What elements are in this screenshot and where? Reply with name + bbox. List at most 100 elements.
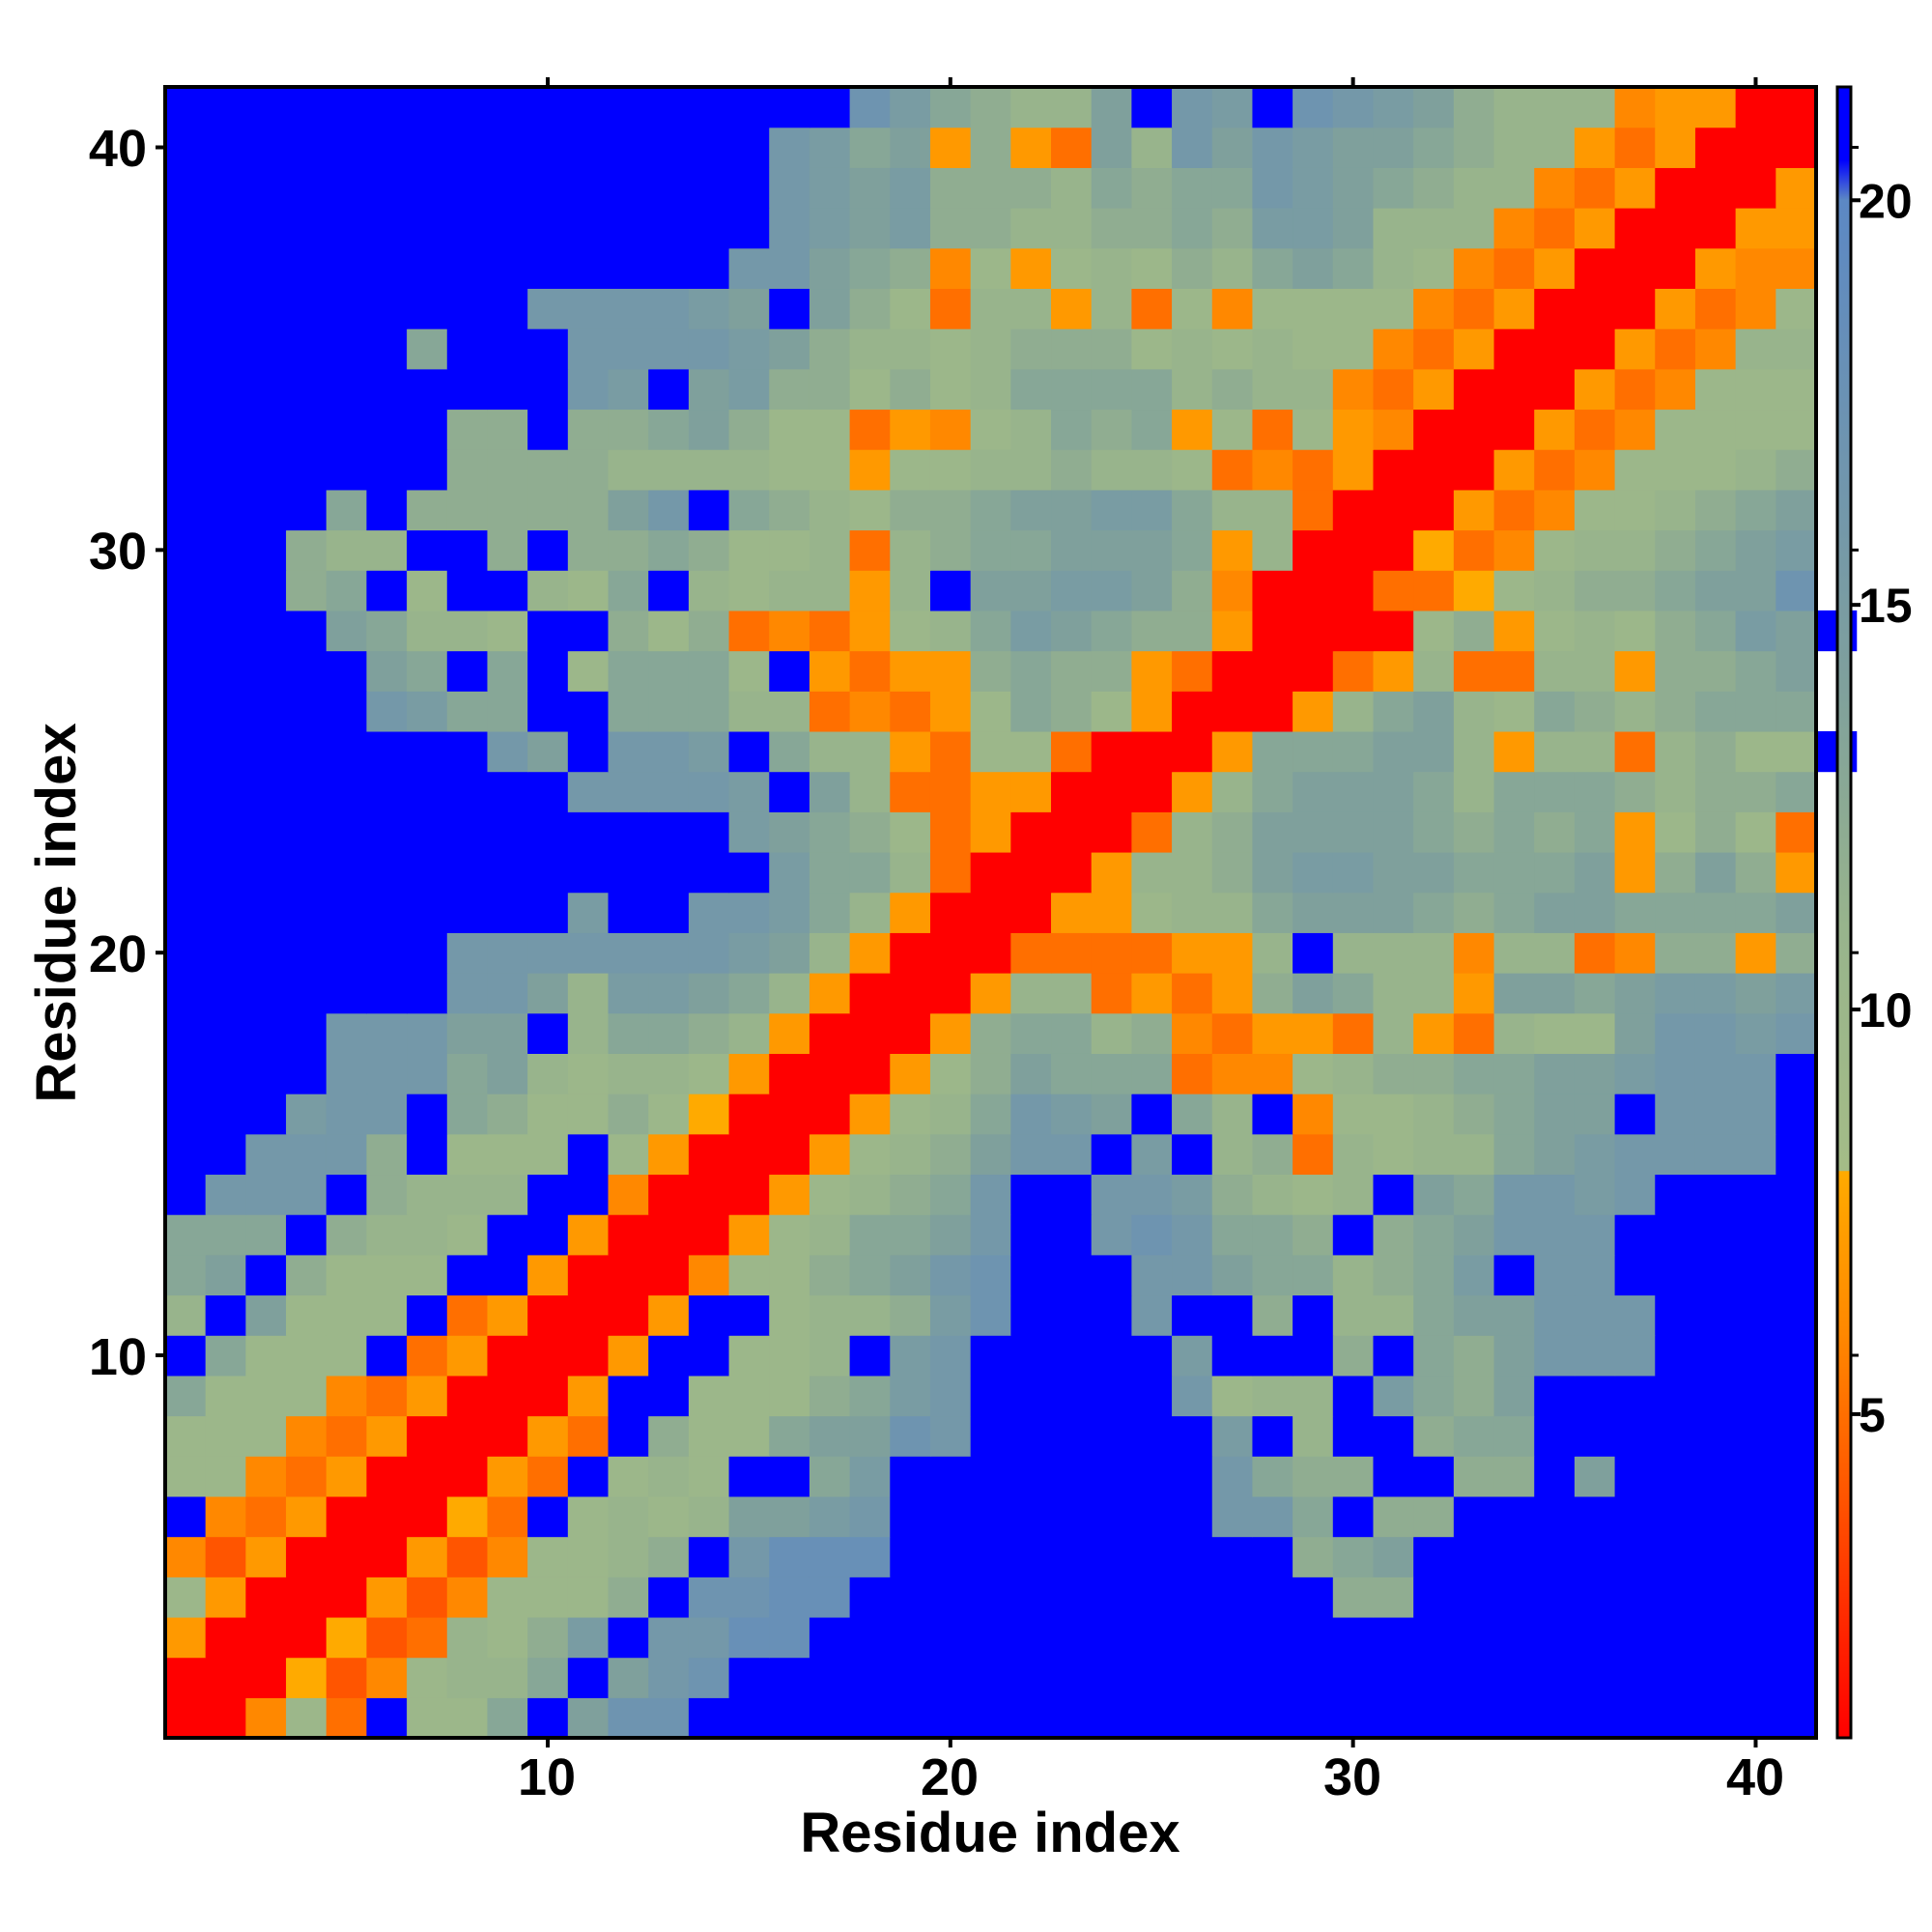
heatmap-cell xyxy=(970,932,1011,974)
heatmap-cell xyxy=(728,1094,770,1135)
heatmap-cell xyxy=(1493,771,1535,812)
heatmap-cell xyxy=(1655,288,1696,329)
heatmap-cell xyxy=(1051,87,1093,128)
x-tick-label: 40 xyxy=(1726,1748,1784,1806)
heatmap-cell xyxy=(1010,1616,1052,1659)
heatmap-cell xyxy=(567,691,610,732)
heatmap-cell xyxy=(1735,208,1776,249)
heatmap-cell xyxy=(487,1214,528,1256)
heatmap-cell xyxy=(407,932,448,974)
heatmap-cell xyxy=(890,1254,931,1296)
heatmap-cell xyxy=(1211,529,1254,571)
heatmap-cell xyxy=(1655,1415,1696,1457)
heatmap-cell xyxy=(446,1012,489,1054)
heatmap-cell xyxy=(929,247,972,290)
heatmap-cell xyxy=(245,973,287,1014)
heatmap-cell xyxy=(1131,368,1173,411)
heatmap-cell xyxy=(809,1536,851,1577)
heatmap-cell xyxy=(1091,691,1132,732)
heatmap-cell xyxy=(1051,1375,1093,1417)
heatmap-cell xyxy=(1453,610,1495,652)
heatmap-cell xyxy=(890,1697,931,1739)
heatmap-cell xyxy=(165,892,207,933)
heatmap-cell xyxy=(688,730,730,773)
heatmap-cell xyxy=(245,851,287,894)
heatmap-cell xyxy=(487,892,528,933)
heatmap-cell xyxy=(245,1012,287,1054)
heatmap-cell xyxy=(849,1254,891,1296)
heatmap-cell xyxy=(567,932,610,974)
heatmap-cell xyxy=(567,247,610,290)
heatmap-cell xyxy=(487,771,528,812)
heatmap-cell xyxy=(809,247,851,290)
heatmap-cell xyxy=(165,730,207,773)
heatmap-cell xyxy=(849,570,891,611)
heatmap-cell xyxy=(1373,247,1414,290)
heatmap-cell xyxy=(1091,811,1132,853)
heatmap-cell xyxy=(1574,1657,1616,1698)
heatmap-cell xyxy=(1293,892,1334,933)
heatmap-cell xyxy=(1413,409,1455,450)
heatmap-cell xyxy=(1574,1415,1616,1457)
heatmap-cell xyxy=(1010,328,1052,370)
heatmap-cell xyxy=(366,1053,408,1094)
heatmap-cell xyxy=(1453,449,1495,491)
heatmap-cell xyxy=(1614,368,1656,411)
heatmap-cell xyxy=(809,1697,851,1739)
heatmap-cell xyxy=(1131,1294,1173,1336)
heatmap-cell xyxy=(165,449,207,491)
heatmap-cell xyxy=(608,1254,649,1296)
heatmap-cell xyxy=(446,1335,489,1377)
heatmap-cell xyxy=(487,368,528,411)
heatmap-cell xyxy=(1694,529,1737,571)
heatmap-cell xyxy=(407,610,448,652)
heatmap-cell xyxy=(970,1577,1011,1618)
heatmap-cell xyxy=(1694,730,1737,773)
heatmap-cell xyxy=(567,368,610,411)
heatmap-cell xyxy=(890,691,931,732)
heatmap-cell xyxy=(1614,529,1656,571)
heatmap-cell xyxy=(1010,409,1052,450)
heatmap-cell xyxy=(970,1053,1011,1094)
heatmap-cell xyxy=(688,1616,730,1659)
heatmap-cell xyxy=(849,1616,891,1659)
heatmap-cell xyxy=(446,1495,489,1538)
heatmap-cell xyxy=(1211,610,1254,652)
heatmap-cell xyxy=(487,1616,528,1659)
heatmap-cell xyxy=(648,489,690,531)
heatmap-cell xyxy=(286,328,327,370)
plot-frame xyxy=(163,85,1818,1740)
heatmap-cell xyxy=(1293,1415,1334,1457)
heatmap-cell xyxy=(1614,328,1656,370)
heatmap-cell xyxy=(929,1012,972,1054)
heatmap-cell xyxy=(446,973,489,1014)
heatmap-cell xyxy=(1493,1657,1535,1698)
heatmap-cell xyxy=(688,1174,730,1215)
heatmap-cell xyxy=(567,1174,610,1215)
heatmap-cell xyxy=(1091,1697,1132,1739)
heatmap-cell xyxy=(1131,691,1173,732)
heatmap-cell xyxy=(487,127,528,168)
heatmap-cell xyxy=(648,892,690,933)
heatmap-cell xyxy=(567,1536,610,1577)
heatmap-cell xyxy=(1614,1415,1656,1457)
heatmap-cell xyxy=(1614,1294,1656,1336)
heatmap-cell xyxy=(1776,127,1817,168)
heatmap-cell xyxy=(1493,811,1535,853)
heatmap-cell xyxy=(1131,1094,1173,1135)
heatmap-cell xyxy=(1735,127,1776,168)
heatmap-cell xyxy=(809,771,851,812)
heatmap-cell xyxy=(1010,851,1052,894)
heatmap-cell xyxy=(366,127,408,168)
heatmap-cell xyxy=(1655,208,1696,249)
heatmap-cell xyxy=(1534,1094,1576,1135)
heatmap-cell xyxy=(809,1577,851,1618)
heatmap-cell xyxy=(1172,368,1213,411)
heatmap-cell xyxy=(1293,247,1334,290)
heatmap-cell xyxy=(567,167,610,209)
heatmap-cell xyxy=(688,409,730,450)
heatmap-cell xyxy=(648,730,690,773)
heatmap-cell xyxy=(1493,449,1535,491)
heatmap-cell xyxy=(286,570,327,611)
heatmap-cell xyxy=(165,811,207,853)
